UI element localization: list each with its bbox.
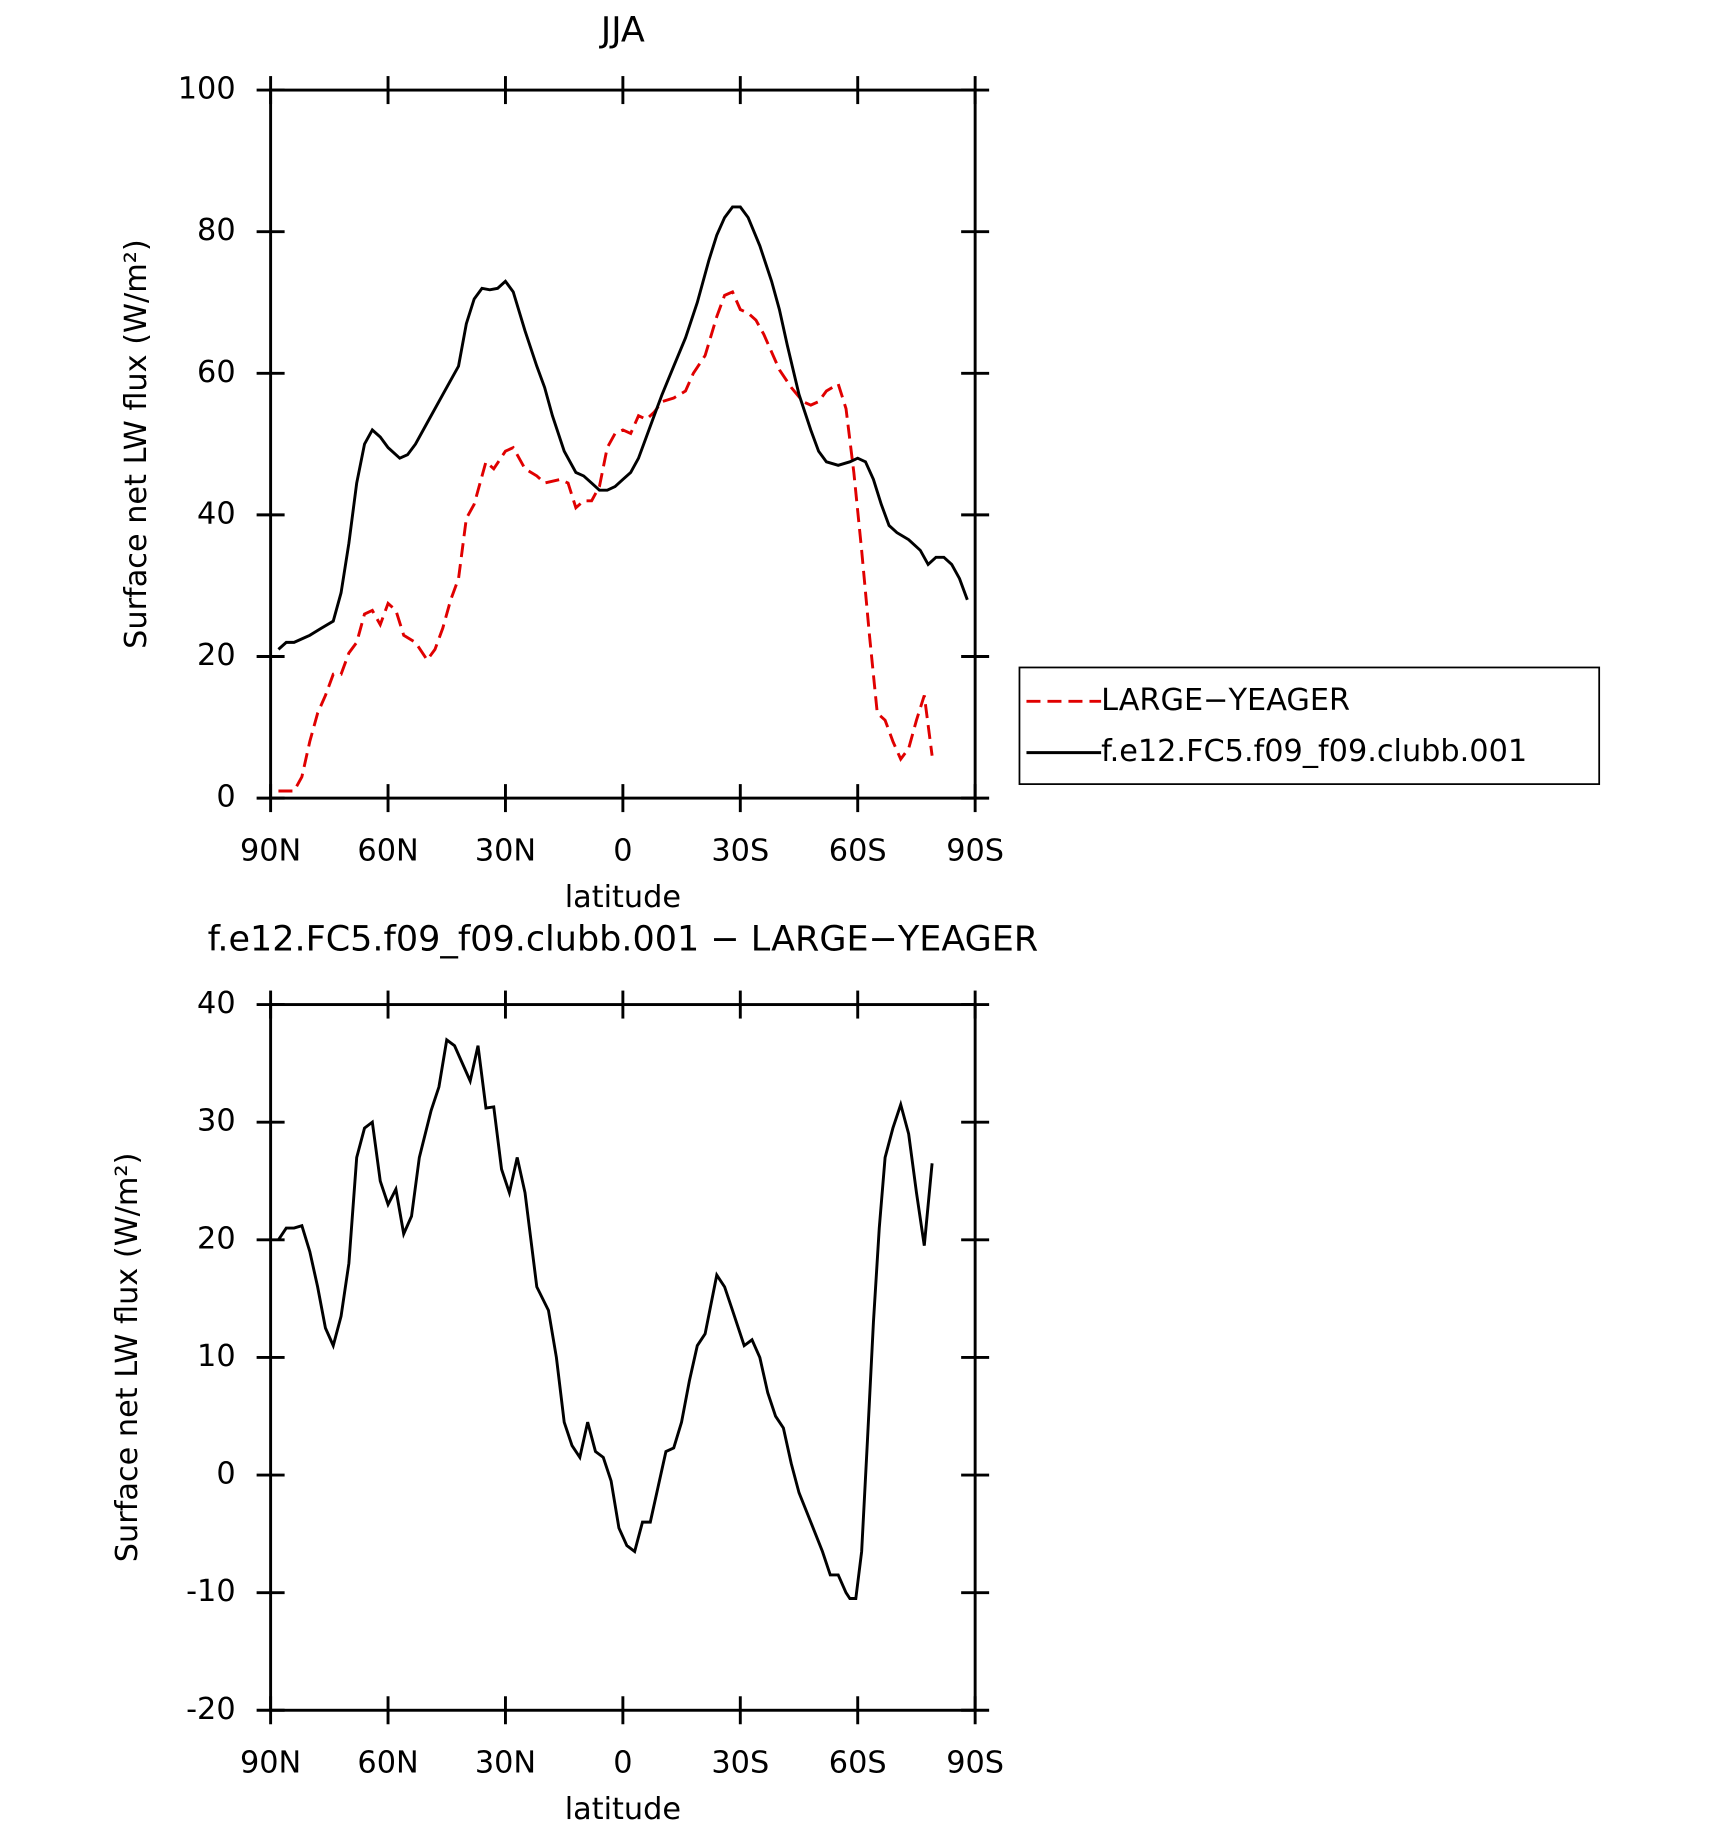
y-tick-label: 0	[216, 780, 235, 815]
y-tick-label: 20	[197, 1221, 236, 1256]
y-tick-label: 10	[197, 1339, 236, 1374]
data-line	[277, 1037, 934, 1600]
chart-title: JJA	[599, 11, 645, 51]
y-tick-label: 60	[197, 355, 236, 390]
legend-label: f.e12.FC5.f09_f09.clubb.001	[1101, 734, 1527, 769]
x-tick-label: 90N	[240, 833, 301, 868]
x-tick-label: 90S	[946, 1745, 1004, 1780]
x-tick-label: 90S	[946, 833, 1004, 868]
x-tick-label: 60N	[357, 833, 418, 868]
y-tick-label: -10	[186, 1574, 236, 1609]
y-tick-label: 100	[178, 72, 236, 107]
y-axis-label: Surface net LW flux (W/m²)	[119, 239, 154, 649]
x-axis-label: latitude	[565, 880, 681, 915]
y-tick-label: 30	[197, 1104, 236, 1139]
y-tick-label: -20	[186, 1692, 236, 1727]
x-tick-label: 0	[613, 1745, 632, 1780]
y-tick-label: 40	[197, 986, 236, 1021]
x-axis-label: latitude	[565, 1792, 681, 1827]
y-tick-label: 40	[197, 496, 236, 531]
x-tick-label: 30N	[475, 833, 536, 868]
chart-title: f.e12.FC5.f09_f09.clubb.001 − LARGE−YEAG…	[208, 919, 1039, 959]
x-tick-label: 0	[613, 833, 632, 868]
x-tick-label: 60S	[829, 833, 887, 868]
legend-label: LARGE−YEAGER	[1101, 683, 1350, 718]
x-tick-label: 60S	[829, 1745, 887, 1780]
y-tick-label: 0	[216, 1457, 235, 1492]
x-tick-label: 90N	[240, 1745, 301, 1780]
y-tick-label: 20	[197, 638, 236, 673]
y-tick-label: 80	[197, 213, 236, 248]
x-tick-label: 30N	[475, 1745, 536, 1780]
legend-box	[1018, 666, 1601, 785]
x-tick-label: 30S	[711, 1745, 769, 1780]
data-line	[277, 205, 969, 651]
x-tick-label: 30S	[711, 833, 769, 868]
y-axis-label: Surface net LW flux (W/m²)	[110, 1153, 145, 1563]
x-tick-label: 60N	[357, 1745, 418, 1780]
data-line	[278, 289, 934, 793]
